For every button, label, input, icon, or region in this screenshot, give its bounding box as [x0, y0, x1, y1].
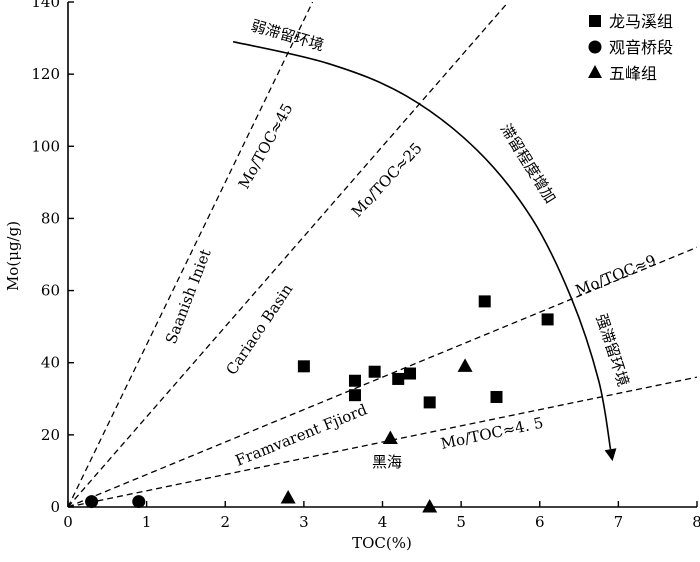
y-tick-label: 60: [41, 282, 60, 300]
x-axis-label: TOC(%): [352, 534, 412, 552]
reference-lines: [68, 2, 697, 507]
legend-label-longmaxi: 龙马溪组: [609, 12, 673, 31]
reference-line: [68, 2, 314, 507]
data-points: [85, 295, 554, 513]
point-triangle: [422, 499, 438, 513]
legend-label-wufeng: 五峰组: [609, 64, 657, 83]
x-tick-label: 8: [692, 513, 700, 531]
y-tick-label: 100: [31, 137, 60, 155]
trend-arrowhead: [604, 448, 617, 462]
legend-marker-triangle: [588, 65, 602, 78]
point-square: [348, 374, 361, 387]
point-square: [368, 365, 381, 378]
x-tick-label: 2: [220, 513, 230, 531]
point-triangle: [457, 358, 473, 372]
reference-line: [68, 2, 509, 507]
x-tick-label: 0: [63, 513, 73, 531]
legend-marker-circle: [588, 40, 602, 54]
point-square: [404, 367, 417, 380]
point-triangle: [382, 430, 398, 444]
reference-line: [68, 246, 697, 507]
legend-marker-square: [589, 15, 601, 27]
black-sea-label: 黑海: [372, 453, 402, 471]
x-tick-label: 5: [456, 513, 466, 531]
point-square: [348, 389, 361, 402]
x-tick-label: 6: [535, 513, 545, 531]
point-triangle: [280, 489, 296, 504]
y-tick-label: 140: [31, 0, 60, 11]
y-tick-label: 20: [41, 426, 60, 444]
reference-line: [68, 376, 697, 507]
y-tick-label: 40: [41, 354, 60, 372]
x-tick-label: 3: [299, 513, 309, 531]
point-circle: [85, 495, 99, 509]
x-tick-label: 1: [142, 513, 152, 531]
y-tick-label: 0: [50, 498, 60, 516]
y-tick-label: 120: [31, 65, 60, 83]
legend-label-guanyinqiao: 观音桥段: [609, 38, 673, 57]
ref-label-9: Mo/TOC≈9: [573, 251, 659, 300]
retention-trend-curve: [232, 40, 612, 450]
point-square: [297, 360, 310, 373]
point-square: [392, 372, 405, 385]
point-square: [423, 396, 436, 409]
ref-label-25: Mo/TOC≈25: [348, 139, 426, 221]
point-square: [541, 313, 554, 326]
x-tick-label: 4: [378, 513, 388, 531]
y-ticks: 0 20 40 60 80 100 120 140: [31, 0, 74, 516]
point-square: [490, 390, 503, 403]
cariaco-basin-label: Cariaco Basin: [222, 280, 296, 378]
x-ticks: 0 1 2 3 4 5 6 7 8: [63, 501, 700, 531]
weak-retention-label: 弱滞留环境: [249, 17, 326, 55]
point-square: [478, 295, 491, 308]
ref-label-45: Mo/TOC≈45: [235, 100, 297, 192]
x-tick-label: 7: [614, 513, 624, 531]
increasing-retention-label: 滞留程度增加: [497, 121, 560, 207]
y-axis-label: Mo(μg/g): [4, 221, 22, 291]
y-tick-label: 80: [41, 209, 60, 227]
legend: 龙马溪组 观音桥段 五峰组: [588, 12, 673, 83]
point-circle: [132, 495, 146, 509]
